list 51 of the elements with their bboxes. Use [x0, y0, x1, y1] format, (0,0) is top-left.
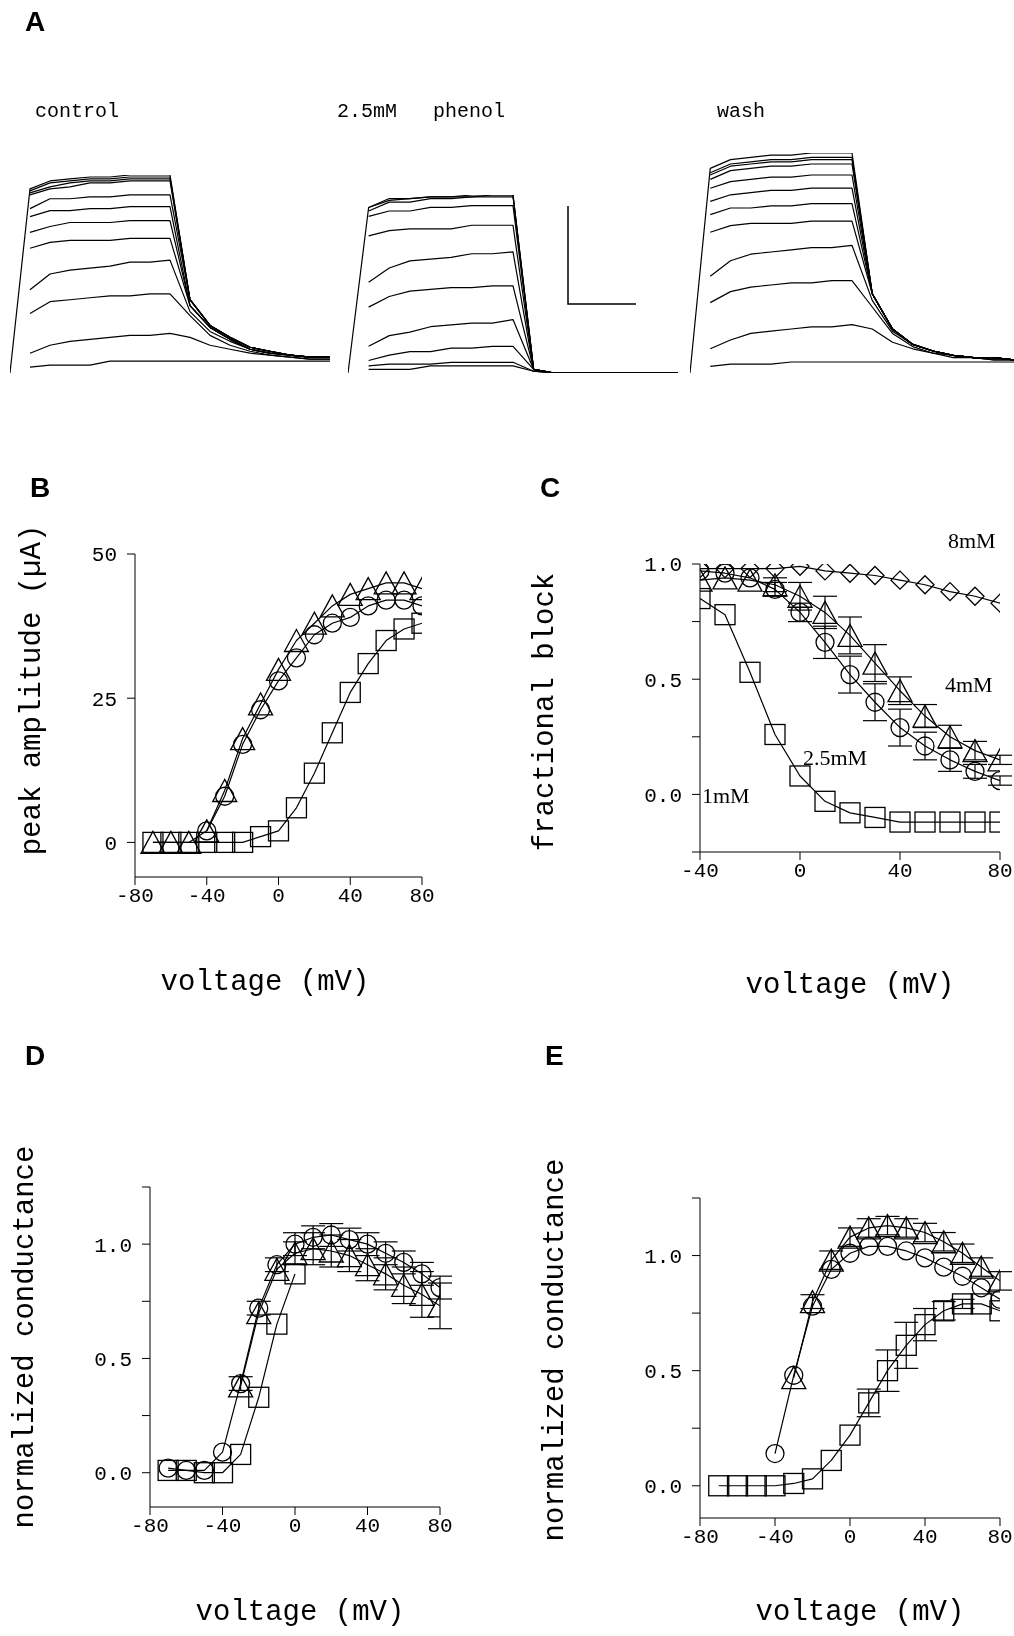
chart-subtitle: 2.5mM phenol — [337, 100, 506, 123]
x-tick-label: -40 — [681, 859, 719, 883]
y-tick-label: 0.5 — [644, 669, 682, 693]
y-axis-title: normalized conductance — [538, 1158, 572, 1542]
y-tick-label: 0.0 — [644, 784, 682, 808]
x-tick-label: 40 — [912, 1525, 938, 1549]
chart-subtitle: control — [35, 100, 120, 123]
y-tick-label: 0.0 — [644, 1476, 682, 1500]
x-tick-label: -80 — [681, 1525, 719, 1549]
chart-title: C — [540, 472, 561, 504]
x-tick-label: -40 — [756, 1525, 794, 1549]
x-tick-label: -80 — [116, 884, 154, 908]
y-tick-label: 0 — [104, 832, 117, 856]
x-axis-title: voltage (mV) — [745, 968, 955, 1002]
y-tick-label: 25 — [91, 688, 117, 712]
y-tick-label: 1.0 — [644, 554, 682, 578]
chart-title: D — [25, 1040, 46, 1072]
x-tick-label: -80 — [131, 1514, 169, 1538]
annotation: 4mM — [945, 672, 993, 698]
chart-title: B — [30, 472, 51, 504]
y-axis-title: fractional block — [528, 572, 562, 852]
x-tick-label: -40 — [187, 884, 226, 908]
x-tick-label: 80 — [409, 884, 435, 908]
y-tick-label: 1.0 — [644, 1246, 682, 1270]
x-tick-label: 80 — [987, 859, 1013, 883]
x-axis-title: voltage (mV) — [755, 1595, 965, 1629]
y-tick-label: 0.5 — [94, 1348, 132, 1372]
y-tick-label: 1.0 — [94, 1234, 132, 1258]
text: 8mM — [948, 528, 996, 554]
chart-title: A — [25, 6, 46, 38]
x-tick-label: 0 — [288, 1514, 302, 1538]
y-tick-label: 0.5 — [644, 1361, 682, 1385]
y-axis-title: normalized conductance — [8, 1145, 42, 1529]
x-tick-label: 40 — [337, 884, 363, 908]
x-tick-label: 0 — [843, 1525, 857, 1549]
x-tick-label: 80 — [987, 1525, 1013, 1549]
x-tick-label: 80 — [427, 1514, 453, 1538]
y-axis-title: peak amplitude (µA) — [15, 524, 49, 856]
annotation: 1mM — [702, 783, 750, 809]
y-tick-label: 50 — [91, 544, 117, 568]
x-tick-label: 0 — [793, 859, 807, 883]
x-tick-label: -40 — [203, 1514, 242, 1538]
x-axis-title: voltage (mV) — [160, 965, 370, 999]
x-axis-title: voltage (mV) — [195, 1595, 405, 1629]
y-tick-label: 0.0 — [94, 1463, 132, 1487]
chart-title: E — [545, 1040, 564, 1072]
x-tick-label: 40 — [354, 1514, 381, 1538]
x-tick-label: 40 — [887, 859, 913, 883]
chart-subtitle: wash — [717, 100, 766, 123]
annotation: 2.5mM — [803, 745, 868, 771]
x-tick-label: 0 — [272, 884, 285, 908]
